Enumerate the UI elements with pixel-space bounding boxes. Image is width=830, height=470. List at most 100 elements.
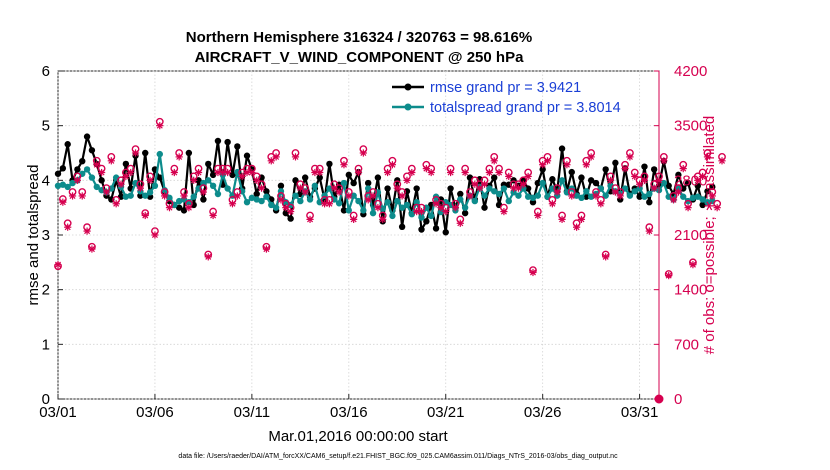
rmse-point: [694, 182, 701, 189]
totalspread-point: [190, 193, 197, 200]
rmse-point: [491, 174, 498, 181]
rmse-point: [142, 149, 149, 157]
obs-assimilated-marker: [480, 180, 489, 188]
obs-assimilated-marker: [117, 180, 125, 188]
x-tick-label: 03/21: [427, 404, 465, 421]
rmse-point: [612, 159, 619, 167]
rmse-point: [650, 166, 658, 173]
rmse-point: [301, 174, 309, 181]
obs-assimilated-marker: [146, 176, 154, 184]
obs-assimilated-marker: [335, 188, 343, 196]
rmse-point: [461, 209, 469, 217]
obs-assimilated-marker: [543, 157, 552, 165]
totalspread-point: [539, 179, 546, 187]
totalspread-point: [636, 185, 643, 192]
obs-assimilated-marker: [476, 184, 484, 192]
obs-assimilated-marker: [78, 192, 86, 200]
rmse-point: [534, 179, 542, 187]
totalspread-point: [151, 182, 159, 189]
obs-assimilated-marker: [345, 192, 353, 200]
obs-assimilated-marker: [296, 184, 304, 192]
obs-assimilated-marker: [253, 176, 261, 184]
rmse-point: [340, 207, 348, 214]
rmse-point: [200, 196, 207, 203]
obs-assimilated-marker: [262, 245, 271, 253]
obs-assimilated-marker: [330, 184, 338, 192]
obs-assimilated-marker: [107, 157, 115, 165]
y-left-tick-label: 4: [42, 172, 50, 189]
obs-assimilated-marker: [277, 196, 285, 204]
totalspread-point: [59, 181, 67, 188]
obs-assimilated-marker: [592, 192, 600, 200]
obs-assimilated-marker: [64, 223, 72, 231]
obs-assimilated-marker: [442, 207, 450, 216]
rmse-point: [398, 223, 406, 230]
obs-assimilated-marker: [616, 192, 624, 200]
obs-assimilated-marker: [534, 211, 542, 220]
obs-assimilated-marker: [471, 180, 479, 188]
obs-assimilated-marker: [267, 157, 275, 165]
rmse-point: [675, 171, 682, 179]
obs-assimilated-marker: [354, 168, 363, 177]
totalspread-point: [326, 185, 333, 192]
totalspread-point: [428, 212, 435, 220]
obs-assimilated-marker: [214, 168, 222, 177]
rmse-point: [277, 182, 285, 189]
y-axis-right: 0 700 1400 2100 2800 3500 4200: [654, 63, 707, 408]
obs-assimilated-marker: [514, 184, 523, 192]
rmse-point: [524, 185, 532, 192]
totalspread-point: [224, 185, 231, 192]
obs-assimilated-marker: [102, 188, 111, 196]
obs-assimilated-marker: [587, 153, 595, 161]
obs-assimilated-marker: [461, 168, 469, 177]
plot-area: [54, 70, 726, 404]
obs-assimilated-marker: [233, 192, 241, 200]
obs-assimilated-marker: [524, 172, 532, 181]
obs-assimilated-marker: [699, 172, 707, 181]
obs-assimilated-marker: [194, 168, 203, 177]
obs-assimilated-marker: [548, 200, 556, 208]
obs-assimilated-marker: [485, 168, 493, 177]
totalspread-point: [486, 185, 493, 192]
obs-assimilated-marker: [306, 215, 314, 223]
obs-layer: [54, 117, 726, 404]
rmse-point: [447, 185, 454, 192]
footer-data-file: data file: /Users/raeder/DAI/ATM_forcXX/…: [178, 453, 618, 460]
obs-assimilated-marker: [204, 253, 212, 261]
obs-assimilated-marker: [325, 200, 334, 208]
obs-assimilated-marker: [156, 122, 164, 130]
obs-assimilated-marker: [73, 176, 81, 184]
totalspread-point: [457, 196, 464, 203]
rmse-point: [229, 171, 236, 179]
obs-assimilated-marker: [636, 180, 644, 188]
legend-spread-label: totalspread grand pr = 3.8014: [430, 100, 621, 116]
obs-assimilated-marker: [93, 161, 101, 169]
totalspread-point: [398, 204, 406, 211]
obs-assimilated-marker: [417, 207, 426, 216]
y-left-tick-label: 1: [42, 336, 50, 353]
totalspread-point: [583, 188, 590, 195]
obs-assimilated-marker: [161, 192, 169, 200]
obs-assimilated-marker: [422, 165, 430, 173]
totalspread-point: [83, 166, 91, 173]
rmse-point: [578, 174, 585, 181]
obs-assimilated-marker: [456, 219, 464, 227]
y-left-tick-label: 2: [42, 282, 50, 299]
obs-assimilated-marker: [660, 157, 668, 165]
obs-assimilated-marker: [466, 192, 474, 200]
totalspread-point: [418, 214, 425, 221]
totalspread-point: [54, 182, 62, 189]
obs-assimilated-marker: [568, 192, 576, 200]
rmse-point: [88, 147, 96, 154]
totalspread-point: [689, 194, 697, 202]
obs-assimilated-marker: [427, 168, 435, 177]
obs-assimilated-marker: [558, 215, 566, 223]
obs-assimilated-marker: [500, 207, 508, 216]
totalspread-point: [306, 196, 314, 203]
obs-assimilated-marker: [626, 153, 634, 161]
rmse-point: [287, 215, 294, 222]
y-right-tick-label: 4200: [674, 63, 707, 80]
rmse-point: [263, 188, 270, 195]
rmse-point: [316, 174, 323, 181]
obs-assimilated-marker: [437, 204, 445, 212]
